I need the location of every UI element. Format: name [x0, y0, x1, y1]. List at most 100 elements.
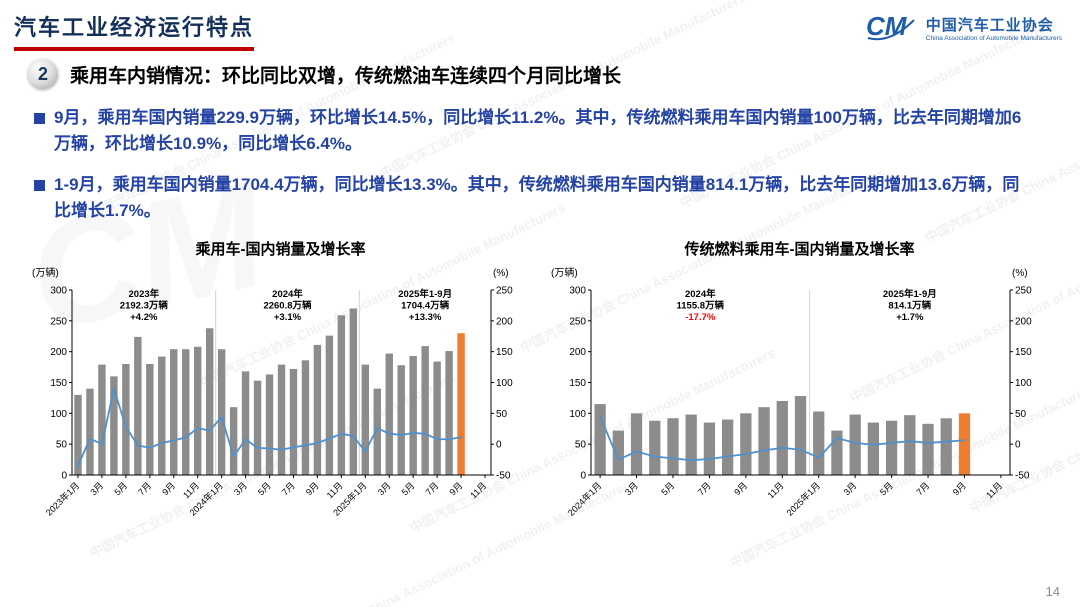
- y-tick-label-right: 0: [1015, 440, 1021, 451]
- charts-row: 乘用车-国内销量及增长率 0 50 100 150 200 250 300 -50 0 50 100…: [28, 238, 1052, 545]
- bar: [885, 421, 898, 476]
- bar: [409, 356, 417, 476]
- y-tick-label-right: 150: [496, 348, 513, 359]
- growth-line: [77, 388, 462, 468]
- bar: [433, 361, 441, 476]
- section-heading-main: 乘用车内销情况：: [70, 65, 223, 87]
- x-tick-label: 3月: [842, 481, 859, 498]
- annotation-line: +3.1%: [274, 312, 302, 323]
- x-tick-label: 3月: [623, 481, 640, 498]
- y-tick-label-right: 50: [1015, 409, 1027, 420]
- logo-swoosh: [867, 19, 915, 41]
- growth-line: [599, 415, 966, 462]
- bar: [940, 418, 952, 476]
- bar: [182, 349, 190, 476]
- y-tick-label-left: 100: [50, 409, 67, 420]
- bar: [794, 396, 807, 476]
- annotation-line: +1.7%: [896, 312, 924, 323]
- bar: [229, 407, 238, 476]
- slide-body: 2 乘用车内销情况：环比同比双增，传统燃油车连续四个月同比增长 9月，乘用车国内…: [0, 51, 1080, 545]
- x-tick-label: 2023年1月: [43, 480, 81, 518]
- x-tick-label: 5月: [112, 481, 129, 498]
- bullet-text-1: 9月，乘用车国内销量229.9万辆，环比增长14.5%，同比增长11.2%。其中…: [54, 108, 1022, 154]
- bar: [74, 395, 82, 476]
- x-tick-label: 11月: [325, 481, 345, 501]
- header: 汽车工业经济运行特点 CM 中国汽车工业协会 China Association…: [0, 0, 1080, 51]
- bar: [313, 345, 322, 476]
- bar: [217, 349, 226, 476]
- bar: [86, 389, 94, 476]
- bar: [445, 351, 453, 476]
- logo-text-block: 中国汽车工业协会 China Association of Automobile…: [926, 14, 1062, 42]
- bar: [867, 422, 880, 476]
- bar: [721, 419, 734, 476]
- logo-mark-text: CM: [866, 11, 908, 41]
- bar: [98, 364, 106, 476]
- bar: [134, 337, 142, 476]
- bar: [110, 376, 118, 476]
- section-title: 2 乘用车内销情况：环比同比双增，传统燃油车连续四个月同比增长: [28, 59, 1052, 89]
- section-number-badge: 2: [28, 59, 58, 89]
- bar: [594, 404, 606, 476]
- bar: [325, 336, 334, 476]
- y-tick-label-right: 0: [496, 440, 502, 451]
- logo-text-cn: 中国汽车工业协会: [925, 17, 1054, 34]
- annotation-line: 2260.8万辆: [263, 300, 312, 312]
- bar: [289, 369, 298, 476]
- bullet-item-2: 1-9月，乘用车国内销量1704.4万辆，同比增长13.3%。其中，传统燃料乘用…: [34, 172, 1034, 225]
- section-heading: 乘用车内销情况：环比同比双增，传统燃油车连续四个月同比增长: [70, 61, 621, 88]
- y-tick-label-right: 50: [496, 409, 508, 420]
- y-tick-label-left: 250: [569, 317, 586, 328]
- annotation-line: 2192.3万辆: [120, 300, 169, 312]
- unit-label-right: (%): [1012, 268, 1028, 279]
- bar: [146, 364, 154, 476]
- logo-text-en: China Association of Automobile Manufact…: [925, 35, 1062, 42]
- bar: [421, 346, 429, 476]
- x-tick-label: 3月: [232, 481, 249, 498]
- bar: [170, 349, 178, 476]
- x-tick-label: 11月: [984, 481, 1004, 501]
- x-tick-label: 7月: [914, 481, 931, 498]
- bar: [813, 411, 825, 476]
- bar: [849, 414, 861, 476]
- unit-label-left: (万辆): [551, 266, 578, 279]
- x-tick-label: 5月: [400, 481, 417, 498]
- x-tick-label: 9月: [304, 481, 321, 498]
- y-tick-label-right: 200: [1015, 317, 1032, 328]
- bar: [337, 315, 346, 476]
- caam-logo: CM 中国汽车工业协会 China Association of Automob…: [862, 10, 1062, 46]
- bar: [904, 415, 916, 476]
- y-tick-label-right: 100: [1015, 378, 1032, 389]
- x-tick-label: 11月: [181, 481, 201, 501]
- unit-label-right: (%): [493, 268, 509, 279]
- bullet-square-icon: [34, 179, 45, 191]
- y-tick-label-left: 150: [569, 378, 586, 389]
- x-tick-label: 11月: [468, 481, 488, 501]
- passenger-sales-chart: 0 50 100 150 200 250 300 -50 0 50 100 150 200 250 2023…: [32, 266, 513, 518]
- bar: [193, 347, 202, 476]
- y-tick-label-left: 300: [569, 286, 586, 297]
- annotation-line: 1155.8万辆: [677, 300, 725, 312]
- y-tick-label-left: 250: [50, 317, 67, 328]
- y-tick-label-left: 150: [50, 378, 67, 389]
- chart-title-fuel: 传统燃料乘用车-国内销量及增长率: [684, 241, 915, 259]
- x-tick-label: 3月: [88, 481, 105, 498]
- bar: [922, 424, 934, 476]
- page-number: 14: [1045, 584, 1060, 599]
- bar: [253, 381, 262, 476]
- y-tick-label-left: 200: [50, 348, 67, 359]
- x-tick-label: 9月: [732, 481, 749, 498]
- annotation-line: +4.2%: [130, 312, 158, 323]
- annotation-line: 2024年: [272, 288, 303, 300]
- annotation-line: 2025年1-9月: [398, 288, 452, 300]
- y-tick-label-right: 250: [1015, 286, 1032, 297]
- y-tick-label-right: 200: [496, 317, 513, 328]
- bar: [373, 389, 381, 476]
- title-block: 汽车工业经济运行特点: [14, 10, 255, 51]
- bullet-item-1: 9月，乘用车国内销量229.9万辆，环比增长14.5%，同比增长11.2%。其中…: [34, 105, 1034, 158]
- annotation-line: -17.7%: [685, 312, 716, 323]
- y-tick-label-right: 150: [1015, 348, 1032, 359]
- bar: [758, 407, 770, 476]
- fuel-sales-chart: 0 50 100 150 200 250 300 -50 0 50 100 150 200 250 2024…: [551, 266, 1032, 518]
